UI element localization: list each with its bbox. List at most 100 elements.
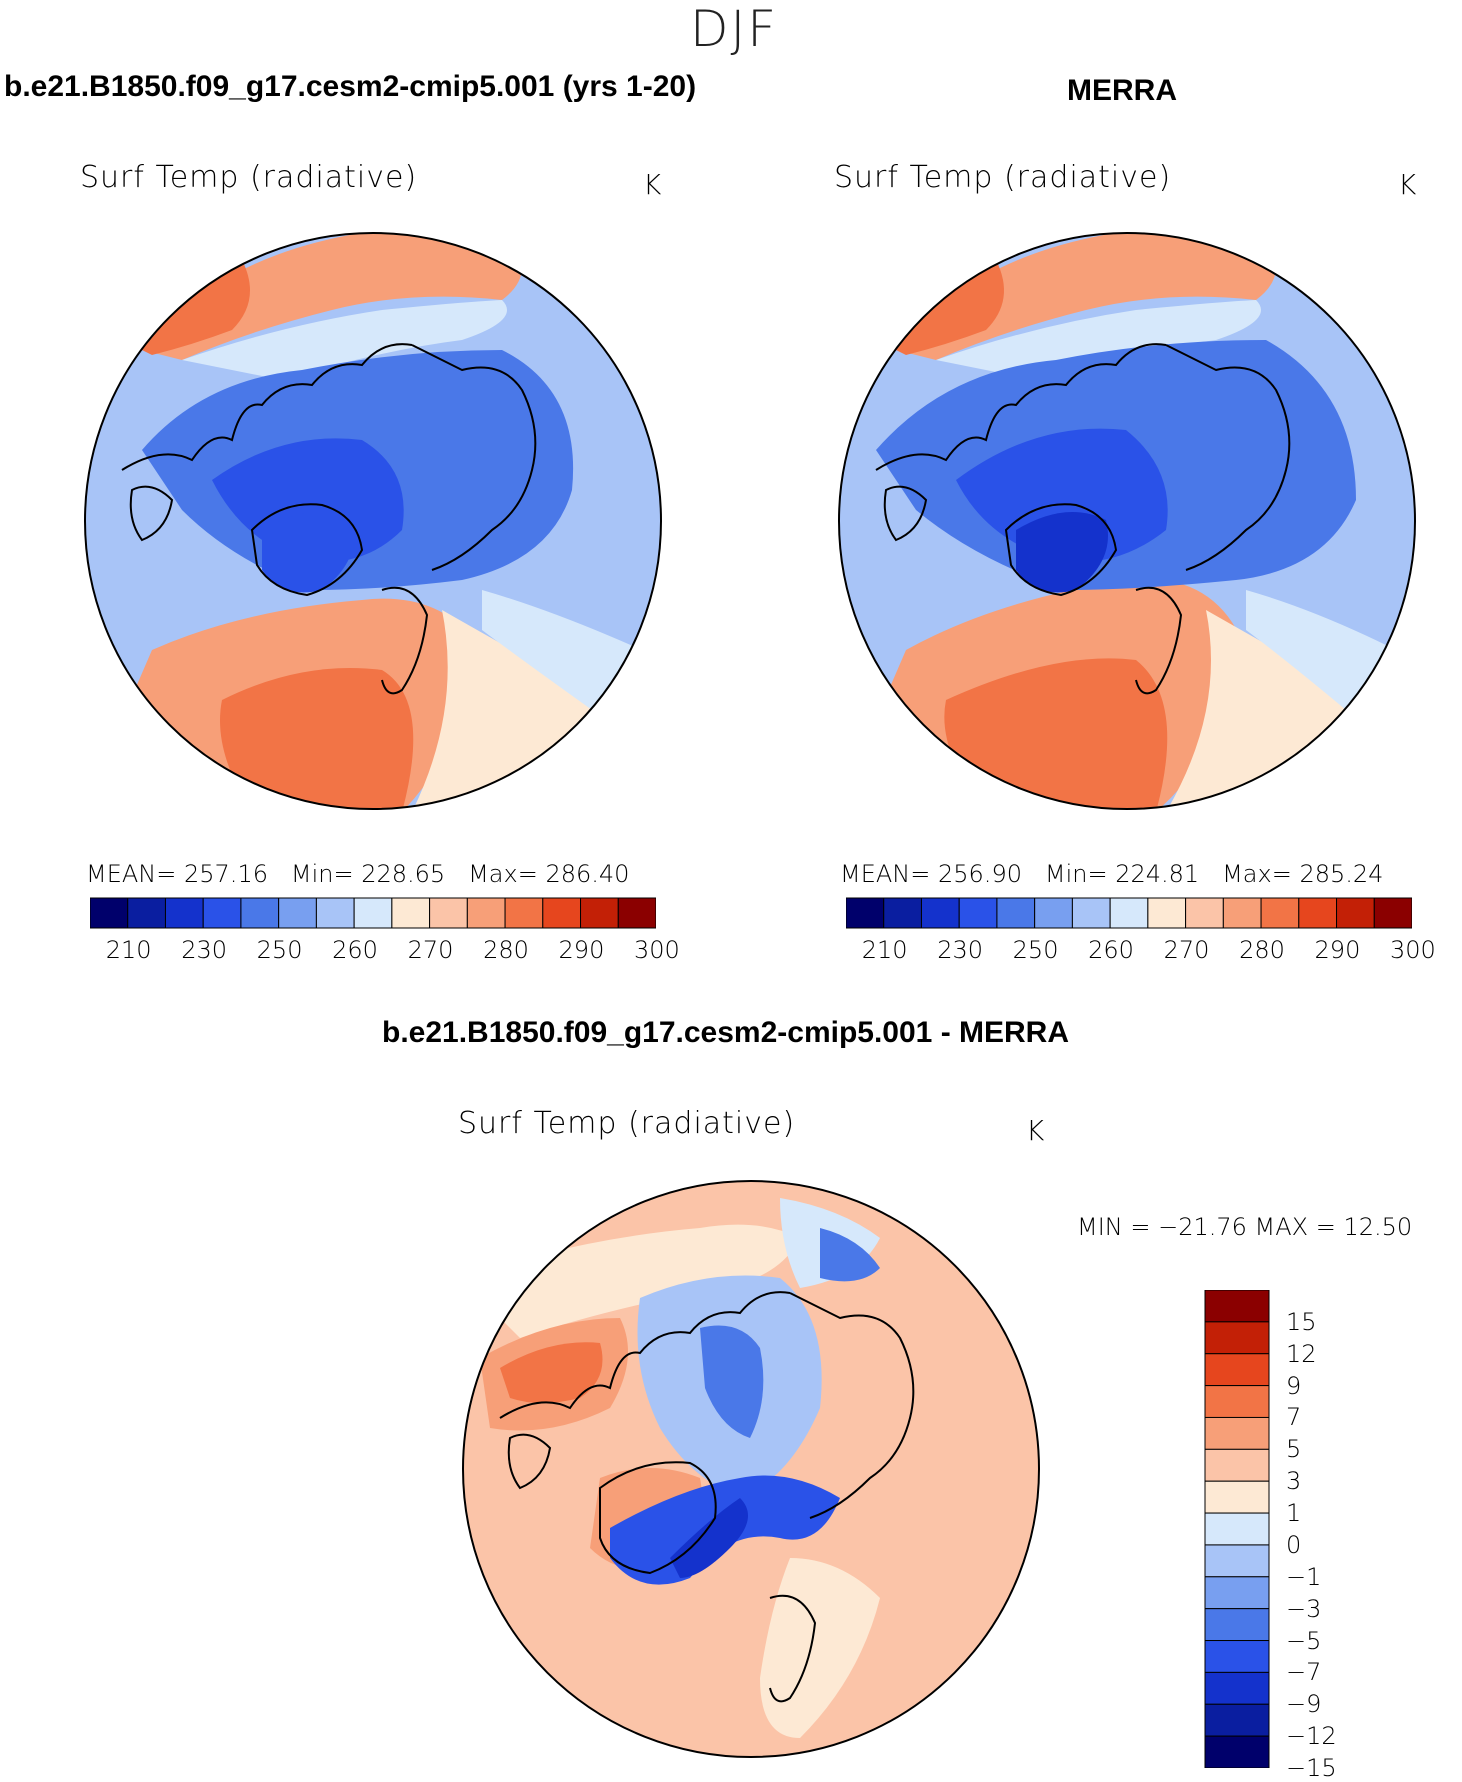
season-title: DJF (690, 0, 779, 58)
coastline-scandinavia (381, 586, 429, 695)
mean-value: 256.90 (938, 860, 1022, 888)
diff-colorbar (1204, 1290, 1270, 1768)
colorbar-tick-label: −3 (1286, 1594, 1322, 1623)
colorbar-swatch (580, 897, 619, 929)
colorbar-tick-label: 9 (1286, 1371, 1302, 1400)
colorbar-swatch (391, 897, 431, 929)
min-value: 224.81 (1115, 860, 1200, 888)
coastline-eurasia (1165, 344, 1291, 571)
colorbar-swatch (466, 897, 506, 929)
map-warm-pacific-region (142, 233, 522, 360)
colorbar-swatch (958, 897, 998, 929)
colorbar-swatch (542, 897, 582, 929)
colorbar-swatch (920, 897, 960, 929)
colorbar-tick-label: −5 (1286, 1626, 1322, 1655)
colorbar-tick-label: 230 (937, 936, 983, 964)
colorbar-swatch (1109, 897, 1149, 929)
colorbar-tick-label: 210 (861, 936, 908, 964)
coastline-hudson-bay (883, 485, 928, 542)
diff-colorbar-ticks: 15 12 9 7 5 3 1 0 −1 −3 −5 −7 −9 −12 −15 (1286, 1290, 1376, 1782)
diff-polar-map (462, 1180, 1040, 1758)
map-greenland-region (262, 512, 354, 593)
map-warm-strong-region (142, 260, 250, 355)
coastline-north-america (121, 343, 413, 471)
colorbar-tick-label: 260 (332, 936, 378, 964)
min-label: Min= (1044, 860, 1108, 888)
coastline-greenland (599, 1461, 717, 1575)
map-neutral-warm-region (463, 1224, 800, 1338)
colorbar-tick-label: 15 (1286, 1307, 1317, 1336)
colorbar-tick-label: −7 (1286, 1658, 1322, 1687)
colorbar-tick-label: 300 (634, 936, 680, 964)
colorbar-tick-label: 280 (1239, 936, 1285, 964)
model-colorbar-ticks: 210 230 250 260 270 280 290 300 (90, 936, 680, 966)
colorbar-swatch (1222, 897, 1262, 929)
map-neutral-cool-region (936, 300, 1261, 380)
colorbar-swatch (1204, 1735, 1270, 1768)
colorbar-tick-label: 270 (1163, 936, 1210, 964)
map-outline (462, 1180, 1040, 1758)
coastline-north-america (875, 343, 1167, 471)
colorbar-swatch (1204, 1576, 1270, 1610)
max-value: 285.24 (1299, 860, 1384, 888)
map-warm-strong-region (896, 260, 1004, 355)
colorbar-swatch (1260, 897, 1300, 929)
map-neutral-cool-region (182, 300, 507, 380)
coastline-eurasia (411, 344, 537, 571)
colorbar-swatch (1204, 1290, 1270, 1323)
colorbar-swatch (1336, 897, 1375, 929)
colorbar-swatch (1185, 897, 1224, 929)
map-outline (838, 232, 1416, 810)
diff-panel-minmax: MIN = −21.76 MAX = 12.50 (1077, 1213, 1413, 1241)
colorbar-swatch (1204, 1385, 1270, 1418)
model-panel-subtitle: Surf Temp (radiative) (80, 160, 418, 195)
map-warm-strong-atlantic-region (220, 668, 414, 809)
colorbar-tick-label: −15 (1286, 1754, 1337, 1782)
map-cool-region-ne (820, 1228, 880, 1282)
map-warm-strong-region-nw (500, 1342, 603, 1403)
colorbar-swatch (353, 897, 393, 929)
colorbar-tick-label: 290 (558, 936, 605, 964)
obs-panel-stats: MEAN= 256.90 Min= 224.81 Max= 285.24 (840, 860, 1383, 888)
map-neutral-warm-region-east (760, 1558, 880, 1738)
colorbar-swatch (1373, 897, 1412, 929)
model-panel-stats: MEAN= 257.16 Min= 228.65 Max= 286.40 (86, 860, 629, 888)
colorbar-swatch (1204, 1353, 1270, 1387)
colorbar-tick-label: 250 (256, 936, 303, 964)
coastline-greenland (1004, 503, 1118, 597)
colorbar-tick-label: 270 (407, 936, 454, 964)
colorbar-swatch (1204, 1416, 1270, 1450)
colorbar-tick-label: −12 (1286, 1722, 1337, 1751)
max-label: Max= (1222, 860, 1292, 888)
coastline-scandinavia (1135, 586, 1183, 695)
min-value: 228.65 (361, 860, 446, 888)
colorbar-tick-label: 7 (1286, 1403, 1302, 1432)
colorbar-swatch (1204, 1512, 1270, 1546)
mean-value: 257.16 (184, 860, 268, 888)
colorbar-swatch (164, 897, 204, 929)
map-outline (84, 232, 662, 810)
colorbar-swatch (1204, 1480, 1270, 1514)
colorbar-tick-label: 300 (1390, 936, 1436, 964)
colorbar-tick-label: 3 (1286, 1467, 1302, 1496)
diff-panel-header: b.e21.B1850.f09_g17.cesm2-cmip5.001 - ME… (382, 1016, 1070, 1049)
map-neutral-warm-region (412, 610, 602, 809)
obs-colorbar (846, 897, 1412, 929)
diff-panel-subtitle: Surf Temp (radiative) (458, 1106, 796, 1141)
colorbar-swatch (1204, 1671, 1270, 1705)
coastline-hudson-bay (507, 1433, 552, 1490)
obs-polar-map (838, 232, 1416, 810)
colorbar-tick-label: −1 (1286, 1562, 1322, 1591)
colorbar-tick-label: 290 (1314, 936, 1361, 964)
colorbar-tick-label: 0 (1286, 1530, 1302, 1559)
colorbar-swatch (1147, 897, 1187, 929)
colorbar-tick-label: 250 (1012, 936, 1059, 964)
max-label: Max= (468, 860, 538, 888)
map-cool-polar-region (700, 1325, 764, 1438)
colorbar-swatch (617, 897, 656, 929)
obs-colorbar-ticks: 210 230 250 260 270 280 290 300 (846, 936, 1436, 966)
model-panel-header: b.e21.B1850.f09_g17.cesm2-cmip5.001 (yrs… (4, 70, 697, 103)
colorbar-swatch (240, 897, 280, 929)
colorbar-tick-label: −9 (1286, 1690, 1322, 1719)
colorbar-swatch (90, 897, 129, 929)
